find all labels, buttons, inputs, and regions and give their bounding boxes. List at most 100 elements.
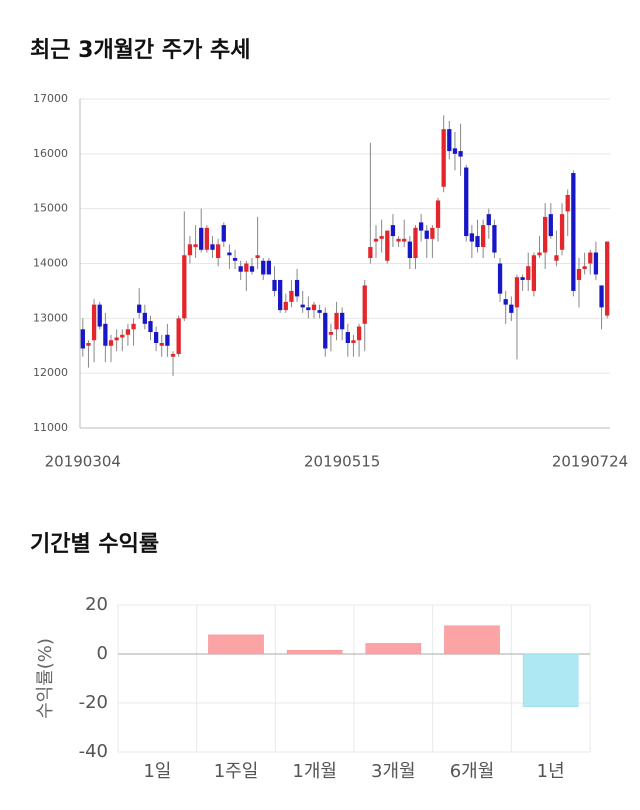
candle-body: [531, 255, 537, 291]
candle-body: [576, 268, 582, 280]
candle-body: [492, 225, 497, 253]
candle-body: [261, 260, 266, 275]
candle-body: [435, 200, 441, 228]
candle-body: [120, 334, 125, 338]
candle-body: [142, 312, 147, 324]
candle-body: [390, 225, 396, 237]
candle-body: [283, 301, 288, 311]
candle-body: [402, 238, 407, 242]
candle-body: [114, 337, 119, 341]
y-tick-label: 0: [97, 643, 108, 664]
candle-body: [373, 238, 379, 242]
candle-body: [108, 340, 114, 346]
candle-body: [317, 310, 322, 313]
candle-body: [593, 252, 599, 275]
bar: [365, 643, 422, 655]
candle-body: [165, 334, 170, 346]
candle-body: [210, 244, 215, 250]
candle-body: [441, 129, 446, 187]
candle-body: [278, 279, 283, 311]
y-tick-label: 16000: [33, 147, 68, 160]
x-tick-label: 3개월: [371, 761, 416, 782]
candle-body: [605, 241, 610, 316]
candle-body: [148, 321, 153, 333]
candle-body: [396, 238, 401, 242]
candle-body: [221, 225, 226, 242]
candle-body: [520, 277, 525, 280]
candle-body: [430, 227, 435, 239]
candle-body: [97, 304, 102, 327]
y-tick-label: 17000: [33, 92, 68, 105]
candle-body: [103, 323, 108, 346]
x-tick-label: 6개월: [450, 761, 495, 782]
candle-body: [272, 279, 277, 291]
candle-body: [187, 244, 193, 256]
bar: [286, 650, 343, 655]
candle-body: [306, 307, 311, 311]
x-tick-label: 20190304: [45, 453, 121, 471]
candle-body: [159, 343, 164, 346]
candle-body: [509, 304, 514, 313]
chart-title: 최근 3개월간 주가 추세: [30, 38, 250, 63]
chart-title: 기간별 수익률: [30, 532, 159, 557]
x-tick-label: 1년: [537, 761, 565, 782]
candle-body: [91, 304, 97, 341]
x-tick-label: 1주일: [214, 761, 259, 782]
candle-body: [543, 216, 548, 253]
candle-body: [452, 148, 458, 154]
candle-body: [413, 227, 418, 259]
candle-body: [323, 312, 328, 349]
candle-body: [199, 227, 204, 250]
candle-body: [193, 244, 198, 248]
candle-body: [385, 230, 390, 261]
candle-body: [86, 343, 91, 346]
candle-body: [125, 329, 131, 335]
candle-body: [80, 329, 85, 349]
candle-body: [131, 323, 136, 330]
y-tick-label: -20: [79, 692, 108, 713]
candle-body: [294, 279, 300, 297]
candle-body: [368, 247, 373, 259]
candle-body: [232, 258, 238, 261]
y-tick-label: 15000: [33, 202, 68, 215]
candle-body: [215, 244, 221, 259]
candle-body: [311, 304, 317, 311]
candle-body: [464, 167, 469, 237]
candle-body: [379, 236, 384, 239]
candle-body: [362, 285, 367, 324]
candle-body: [289, 290, 294, 302]
candle-body: [565, 194, 570, 212]
candle-body: [458, 151, 463, 157]
x-tick-label: 20190515: [304, 453, 380, 471]
candle-body: [238, 266, 243, 272]
candle-body: [227, 252, 232, 256]
candle-body: [249, 266, 255, 272]
candle-body: [340, 312, 345, 330]
candle-body: [176, 318, 181, 354]
candle-body: [559, 214, 565, 250]
y-tick-label: 13000: [33, 311, 68, 324]
x-tick-label: 1일: [143, 761, 171, 782]
candle-body: [582, 266, 587, 269]
candle-body: [328, 332, 334, 335]
candle-body: [537, 252, 542, 256]
candle-body: [469, 233, 475, 242]
candle-body: [266, 260, 272, 275]
candle-body: [514, 277, 520, 308]
bar: [522, 653, 579, 707]
candle-body: [480, 225, 486, 248]
candle-body: [407, 241, 412, 259]
y-tick-label: 11000: [33, 421, 68, 434]
x-tick-label: 20190724: [552, 453, 628, 471]
candle-body: [526, 266, 531, 280]
candle-body: [300, 304, 305, 308]
candle-body: [588, 252, 593, 264]
y-tick-label: 12000: [33, 366, 68, 379]
candle-body: [497, 263, 503, 294]
candle-body: [244, 263, 249, 272]
bar: [444, 625, 500, 655]
x-tick-label: 1개월: [292, 761, 337, 782]
y-tick-label: -40: [79, 741, 108, 762]
candle-body: [356, 326, 362, 341]
